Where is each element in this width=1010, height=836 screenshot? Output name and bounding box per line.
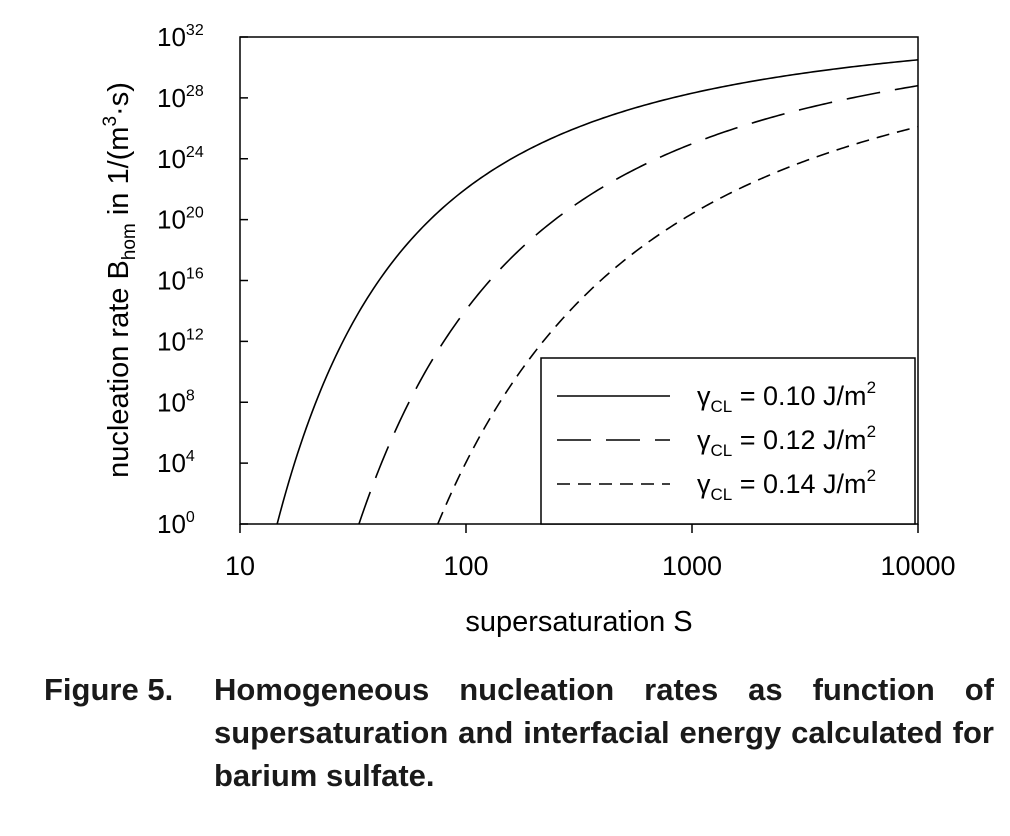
y-tick-base: 10: [157, 387, 186, 417]
y-tick-base: 10: [157, 326, 186, 356]
y-tick-label: 108: [157, 387, 195, 417]
x-tick-label: 1000: [662, 551, 722, 581]
series-curve-2: [358, 84, 918, 524]
y-tick-label: 1028: [157, 83, 204, 113]
x-tick-label: 100: [443, 551, 488, 581]
legend-subscript: CL: [711, 441, 733, 460]
y-tick-base: 10: [157, 22, 186, 52]
y-tick-label: 1020: [157, 205, 204, 235]
legend-value: = 0.12 J/m: [732, 425, 866, 455]
y-tick-exponent: 24: [186, 144, 204, 161]
legend-value: = 0.10 J/m: [732, 381, 866, 411]
legend-label: γCL = 0.12 J/m2: [697, 422, 876, 460]
y-tick-exponent: 8: [186, 387, 195, 404]
y-axis-title-suffix-pre: in 1/(m: [103, 127, 135, 224]
y-tick-label: 104: [157, 448, 195, 478]
legend-label: γCL = 0.14 J/m2: [697, 466, 876, 504]
legend-label: γCL = 0.10 J/m2: [697, 378, 876, 416]
y-axis-title-suffix-post: ·s): [103, 82, 135, 116]
caption-label: Figure 5.: [44, 672, 174, 707]
y-tick-exponent: 4: [186, 448, 195, 465]
y-tick-label: 1012: [157, 326, 204, 356]
data-curves: [276, 59, 918, 524]
y-axis-title-prefix: nucleation rate B: [103, 260, 135, 478]
y-tick-base: 10: [157, 448, 186, 478]
legend-superscript: 2: [867, 422, 876, 441]
legend-box: [540, 357, 916, 525]
legend-superscript: 2: [867, 466, 876, 485]
y-tick-label: 1016: [157, 266, 204, 296]
y-axis-title-subscript: hom: [119, 223, 140, 260]
legend-symbol: γ: [697, 381, 711, 411]
y-tick-base: 10: [157, 205, 186, 235]
legend-superscript: 2: [867, 378, 876, 397]
y-tick-label: 1024: [157, 144, 204, 174]
x-axis-title: supersaturation S: [465, 606, 692, 638]
y-tick-base: 10: [157, 144, 186, 174]
y-tick-base: 10: [157, 509, 186, 539]
series-curve-3: [437, 126, 918, 524]
y-tick-exponent: 32: [186, 22, 204, 39]
legend-symbol: γ: [697, 469, 711, 499]
series-curve-1: [276, 59, 918, 524]
caption-text: Homogeneous nucleation rates as function…: [214, 672, 994, 793]
legend-subscript: CL: [711, 485, 733, 504]
y-tick-base: 10: [157, 266, 186, 296]
x-axis-ticks: 10 100 1000 10000: [225, 524, 956, 581]
y-tick-label: 100: [157, 509, 195, 539]
y-tick-exponent: 20: [186, 205, 204, 222]
y-tick-exponent: 12: [186, 326, 204, 343]
y-axis-title: nucleation rate Bhom in 1/(m3·s): [100, 82, 140, 478]
y-tick-base: 10: [157, 83, 186, 113]
y-tick-label: 1032: [157, 22, 204, 52]
x-tick-label: 10: [225, 551, 255, 581]
legend-subscript: CL: [711, 397, 733, 416]
y-tick-exponent: 16: [186, 266, 204, 283]
y-tick-exponent: 28: [186, 83, 204, 100]
y-tick-exponent: 0: [186, 509, 195, 526]
legend-symbol: γ: [697, 425, 711, 455]
legend-value: = 0.14 J/m: [732, 469, 866, 499]
y-axis-title-superscript: 3: [100, 116, 121, 127]
x-tick-label: 10000: [880, 551, 955, 581]
